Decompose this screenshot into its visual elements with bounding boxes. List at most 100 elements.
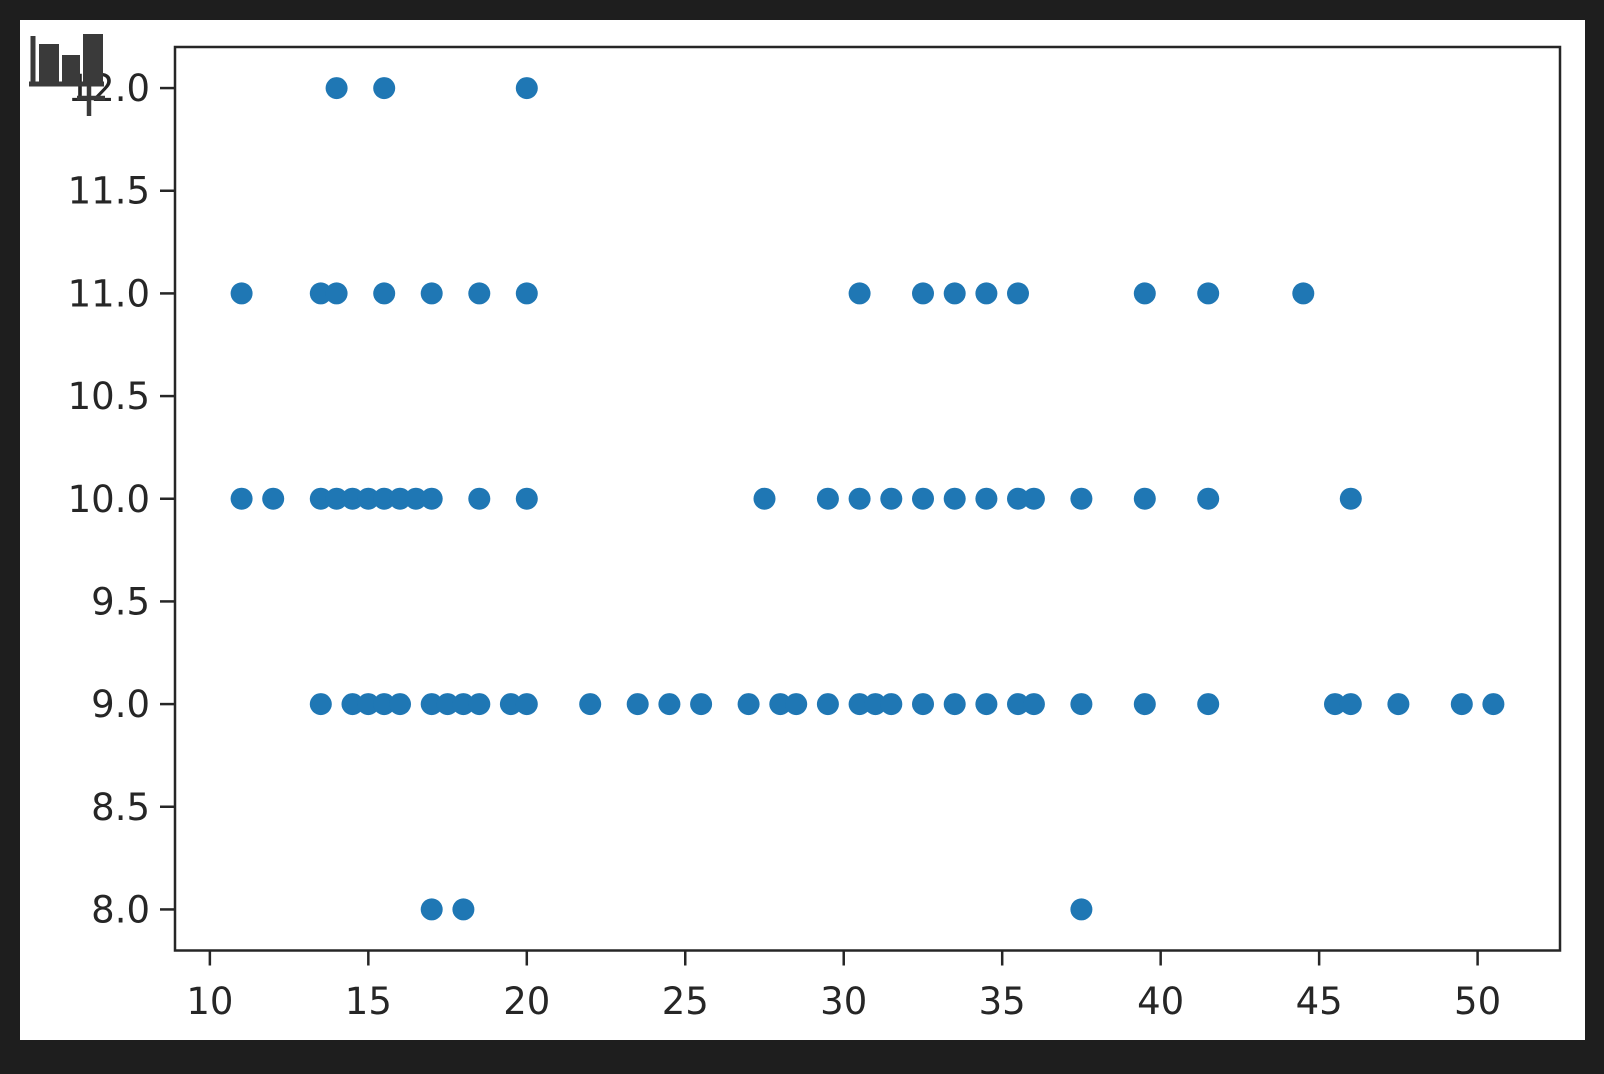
data-point (373, 693, 396, 716)
data-point (848, 487, 871, 510)
data-point (468, 282, 491, 305)
data-point (1007, 282, 1029, 305)
data-point (420, 693, 443, 716)
data-point (499, 693, 522, 716)
plot-frame (173, 45, 1562, 952)
data-point (468, 487, 491, 510)
data-point (943, 282, 966, 305)
data-point (864, 693, 887, 716)
data-point (515, 282, 538, 305)
data-point (325, 282, 348, 305)
data-point (230, 282, 253, 305)
data-point (262, 487, 285, 510)
data-point (769, 693, 792, 716)
data-point (1022, 487, 1045, 510)
data-point (515, 487, 538, 510)
data-point (753, 487, 776, 510)
x-tick-label: 20 (503, 980, 550, 1023)
data-point (341, 487, 364, 510)
data-point (452, 898, 475, 921)
y-tick-label: 11.0 (68, 272, 150, 315)
x-tick-label: 35 (979, 980, 1026, 1023)
data-point (452, 693, 475, 716)
data-point (1450, 693, 1473, 716)
data-point (1133, 487, 1156, 510)
y-tick-label: 9.5 (91, 580, 150, 623)
icon-cross (77, 84, 105, 116)
data-point (309, 487, 332, 510)
data-point (848, 282, 871, 305)
figure-canvas (20, 20, 1585, 1040)
bar-chart-icon-shapes (29, 34, 105, 116)
data-point (912, 487, 934, 510)
x-tick-label: 30 (820, 980, 867, 1023)
data-point (230, 487, 253, 510)
data-point (943, 693, 966, 716)
data-point (309, 282, 332, 305)
data-point (1197, 693, 1220, 716)
data-point (1007, 693, 1029, 716)
data-point (1387, 693, 1410, 716)
y-tick-label: 11.5 (68, 170, 150, 213)
y-tick-label: 8.5 (91, 786, 150, 829)
data-point (912, 693, 934, 716)
data-point (325, 77, 348, 100)
data-point (1070, 487, 1093, 510)
data-point (515, 77, 538, 100)
data-point (737, 693, 760, 716)
bar-chart-icon (29, 34, 105, 116)
data-point (325, 487, 348, 510)
icon-bar-2 (62, 55, 80, 84)
data-point (658, 693, 681, 716)
x-tick-label: 45 (1296, 980, 1343, 1023)
data-point (785, 693, 808, 716)
data-point (341, 693, 364, 716)
data-point (1070, 898, 1093, 921)
data-point (690, 693, 713, 716)
y-tick-label: 10.5 (68, 375, 150, 418)
y-tick-label: 10.0 (68, 478, 150, 521)
data-point (404, 487, 427, 510)
data-point (420, 282, 443, 305)
data-point (880, 693, 903, 716)
data-point (389, 487, 411, 510)
data-point (880, 487, 903, 510)
icon-bar-1 (39, 44, 59, 84)
tick-labels: 10 15 20 25 30 35 40 45 50 12.0 11.5 11.0 10.5 10.0 9.… (68, 67, 1502, 1023)
data-point (436, 693, 459, 716)
data-point (357, 487, 380, 510)
data-point (1197, 487, 1220, 510)
data-point (373, 77, 396, 100)
data-point (816, 487, 839, 510)
data-point (357, 693, 380, 716)
data-point (816, 693, 839, 716)
axes-frame (173, 45, 1562, 952)
x-tick-label: 15 (345, 980, 392, 1023)
x-tick-label: 25 (662, 980, 709, 1023)
icon-bar-3 (83, 34, 103, 84)
data-point (848, 693, 871, 716)
data-point (975, 487, 998, 510)
data-point (1482, 693, 1505, 716)
data-point (420, 898, 443, 921)
data-point (579, 693, 602, 716)
y-tick-label: 9.0 (91, 683, 150, 726)
x-tick-label: 10 (186, 980, 233, 1023)
x-tick-label: 40 (1137, 980, 1184, 1023)
data-point (943, 487, 966, 510)
data-point (1133, 693, 1156, 716)
data-point (373, 487, 396, 510)
data-point (1324, 693, 1346, 716)
data-point (626, 693, 649, 716)
data-points (230, 77, 1505, 921)
data-point (515, 693, 538, 716)
x-tick-label: 50 (1454, 980, 1501, 1023)
data-point (1022, 693, 1045, 716)
data-point (468, 693, 491, 716)
data-point (1339, 693, 1362, 716)
data-point (975, 282, 998, 305)
data-point (1133, 282, 1156, 305)
data-point (1339, 487, 1362, 510)
